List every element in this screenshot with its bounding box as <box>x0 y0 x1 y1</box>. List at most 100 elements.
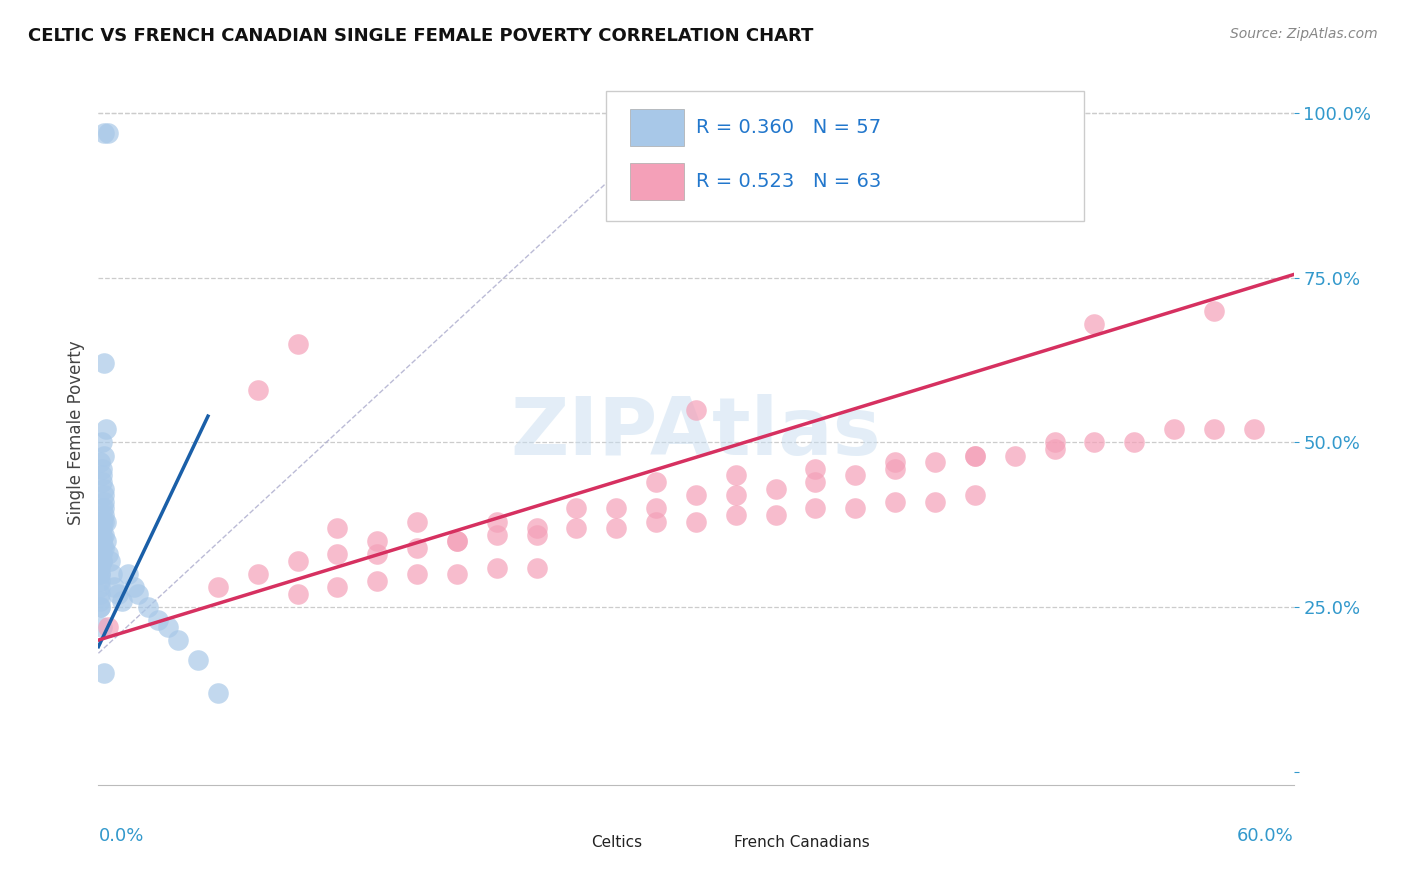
Point <box>963 488 986 502</box>
Point <box>93 527 115 541</box>
Point <box>765 508 787 522</box>
Point <box>89 600 111 615</box>
Text: 60.0%: 60.0% <box>1237 827 1294 846</box>
Point <box>485 527 508 541</box>
Bar <box>630 163 685 200</box>
Point <box>246 567 269 582</box>
Point <box>326 521 349 535</box>
Point <box>207 686 229 700</box>
Point <box>89 567 111 582</box>
Point <box>93 501 115 516</box>
Point <box>446 534 468 549</box>
Bar <box>630 109 685 145</box>
Text: French Canadians: French Canadians <box>734 835 870 850</box>
Point <box>98 554 122 568</box>
Point <box>167 633 190 648</box>
Point <box>685 488 707 502</box>
Point <box>91 515 114 529</box>
Point <box>89 593 111 607</box>
Point <box>765 482 787 496</box>
Point <box>93 449 115 463</box>
Point <box>724 508 747 522</box>
Point <box>565 501 588 516</box>
Point <box>366 534 388 549</box>
Point <box>96 534 118 549</box>
Point <box>93 356 115 370</box>
Point <box>89 581 111 595</box>
Point <box>187 653 209 667</box>
Point <box>1123 435 1146 450</box>
Point <box>93 515 115 529</box>
Text: ZIPAtlas: ZIPAtlas <box>510 393 882 472</box>
Point <box>91 527 114 541</box>
Point <box>1202 422 1225 436</box>
Point <box>91 534 114 549</box>
Point <box>96 515 118 529</box>
Point <box>605 501 627 516</box>
Point <box>89 567 111 582</box>
Point <box>107 587 129 601</box>
Point <box>526 527 548 541</box>
Point <box>101 567 124 582</box>
Point <box>804 475 827 489</box>
Point <box>446 567 468 582</box>
Point <box>207 581 229 595</box>
Point <box>645 501 668 516</box>
Bar <box>696 830 725 855</box>
Point <box>526 521 548 535</box>
Point <box>124 581 146 595</box>
Point <box>1083 317 1105 331</box>
Point <box>685 402 707 417</box>
Point <box>685 515 707 529</box>
Point <box>924 495 946 509</box>
Point <box>91 468 114 483</box>
Point <box>605 521 627 535</box>
Point <box>97 126 120 140</box>
Point <box>1043 442 1066 456</box>
Point <box>103 581 125 595</box>
Point <box>96 422 118 436</box>
Point <box>844 468 866 483</box>
Text: R = 0.523   N = 63: R = 0.523 N = 63 <box>696 171 882 191</box>
Point <box>366 548 388 562</box>
Point <box>326 581 349 595</box>
Point <box>97 548 120 562</box>
Point <box>963 449 986 463</box>
Text: CELTIC VS FRENCH CANADIAN SINGLE FEMALE POVERTY CORRELATION CHART: CELTIC VS FRENCH CANADIAN SINGLE FEMALE … <box>28 27 814 45</box>
Point <box>89 560 111 574</box>
Point <box>1004 449 1026 463</box>
Point <box>89 455 111 469</box>
Point <box>89 600 111 615</box>
Point <box>287 336 309 351</box>
Point <box>91 462 114 476</box>
Point <box>93 126 115 140</box>
Point <box>406 515 429 529</box>
Point <box>91 554 114 568</box>
Point <box>91 541 114 555</box>
Point <box>91 521 114 535</box>
Point <box>93 488 115 502</box>
Point <box>287 554 309 568</box>
Point <box>326 548 349 562</box>
Point <box>1202 303 1225 318</box>
Point <box>645 515 668 529</box>
Y-axis label: Single Female Poverty: Single Female Poverty <box>66 341 84 524</box>
Point <box>91 515 114 529</box>
Point <box>97 620 120 634</box>
Point <box>89 587 111 601</box>
Point <box>91 501 114 516</box>
Point <box>1163 422 1185 436</box>
Point <box>93 665 115 680</box>
Point <box>157 620 180 634</box>
Point <box>526 560 548 574</box>
Point <box>724 468 747 483</box>
Point <box>127 587 149 601</box>
Point <box>884 462 907 476</box>
Point <box>485 515 508 529</box>
Point <box>485 560 508 574</box>
Point <box>136 600 159 615</box>
Point <box>804 462 827 476</box>
Point <box>406 567 429 582</box>
Point <box>1243 422 1265 436</box>
Point <box>963 449 986 463</box>
